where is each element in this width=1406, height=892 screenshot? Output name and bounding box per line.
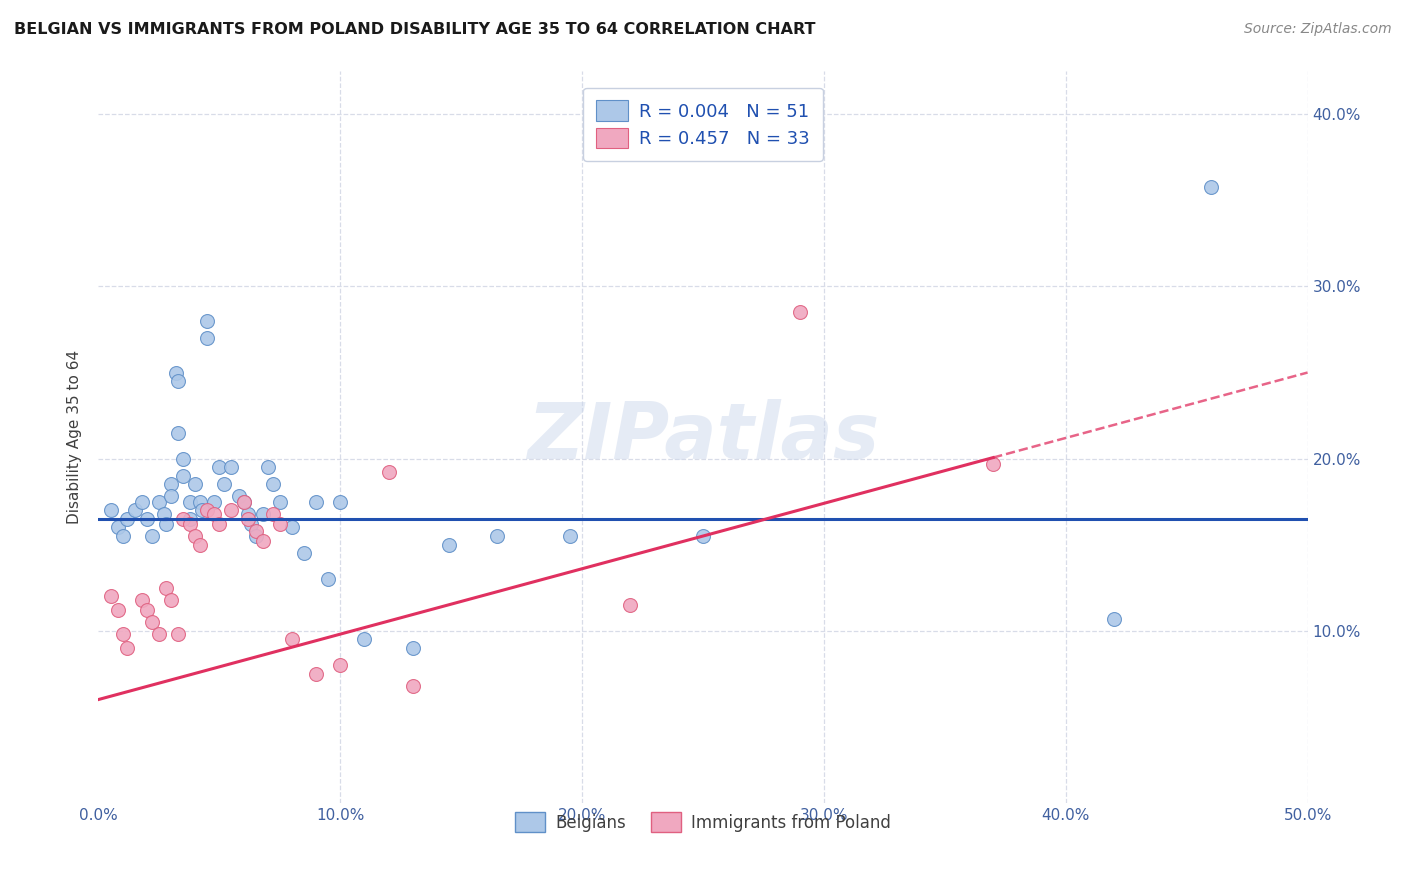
Point: [208, 460, 231, 475]
Point: [152, 507, 174, 521]
Point: [1102, 612, 1125, 626]
Point: [172, 468, 194, 483]
Point: [789, 305, 811, 319]
Point: [269, 516, 291, 531]
Point: [179, 512, 201, 526]
Point: [184, 529, 207, 543]
Point: [232, 494, 254, 508]
Point: [305, 666, 328, 681]
Point: [111, 627, 134, 641]
Point: [167, 425, 190, 440]
Point: [188, 538, 211, 552]
Point: [377, 466, 399, 480]
Point: [692, 529, 714, 543]
Point: [135, 512, 157, 526]
Point: [195, 314, 218, 328]
Point: [316, 572, 339, 586]
Point: [269, 494, 291, 508]
Point: [221, 503, 243, 517]
Point: [117, 512, 139, 526]
Point: [100, 503, 122, 517]
Point: [117, 640, 139, 655]
Y-axis label: Disability Age 35 to 64: Disability Age 35 to 64: [67, 350, 83, 524]
Point: [135, 603, 157, 617]
Point: [281, 520, 304, 534]
Point: [141, 615, 163, 629]
Point: [232, 494, 254, 508]
Point: [167, 374, 190, 388]
Point: [1199, 179, 1222, 194]
Point: [100, 589, 122, 603]
Point: [131, 494, 153, 508]
Text: BELGIAN VS IMMIGRANTS FROM POLAND DISABILITY AGE 35 TO 64 CORRELATION CHART: BELGIAN VS IMMIGRANTS FROM POLAND DISABI…: [14, 22, 815, 37]
Point: [252, 507, 274, 521]
Point: [262, 477, 284, 491]
Point: [208, 516, 231, 531]
Point: [131, 592, 153, 607]
Point: [305, 494, 328, 508]
Point: [262, 507, 284, 521]
Point: [281, 632, 304, 647]
Point: [204, 494, 226, 508]
Point: [111, 529, 134, 543]
Point: [329, 658, 352, 673]
Point: [212, 477, 235, 491]
Point: [155, 516, 177, 531]
Point: [228, 490, 250, 504]
Point: [160, 592, 183, 607]
Point: [221, 460, 243, 475]
Point: [256, 460, 278, 475]
Point: [124, 503, 146, 517]
Point: [353, 632, 375, 647]
Point: [245, 524, 267, 538]
Point: [238, 507, 260, 521]
Point: [981, 457, 1004, 471]
Point: [107, 520, 129, 534]
Point: [402, 640, 425, 655]
Point: [155, 581, 177, 595]
Point: [238, 512, 260, 526]
Point: [148, 494, 170, 508]
Point: [204, 507, 226, 521]
Text: Source: ZipAtlas.com: Source: ZipAtlas.com: [1244, 22, 1392, 37]
Point: [179, 494, 201, 508]
Legend: Belgians, Immigrants from Poland: Belgians, Immigrants from Poland: [509, 805, 897, 838]
Point: [558, 529, 581, 543]
Point: [165, 366, 187, 380]
Text: ZIPatlas: ZIPatlas: [527, 399, 879, 475]
Point: [107, 603, 129, 617]
Point: [437, 538, 460, 552]
Point: [245, 529, 267, 543]
Point: [195, 331, 218, 345]
Point: [619, 598, 641, 612]
Point: [172, 451, 194, 466]
Point: [172, 512, 194, 526]
Point: [292, 546, 315, 560]
Point: [486, 529, 509, 543]
Point: [160, 490, 183, 504]
Point: [402, 679, 425, 693]
Point: [239, 516, 262, 531]
Point: [179, 516, 201, 531]
Point: [195, 503, 218, 517]
Point: [160, 477, 183, 491]
Point: [167, 627, 190, 641]
Point: [148, 627, 170, 641]
Point: [141, 529, 163, 543]
Point: [329, 494, 352, 508]
Point: [184, 477, 207, 491]
Point: [252, 534, 274, 549]
Point: [191, 503, 214, 517]
Point: [188, 494, 211, 508]
